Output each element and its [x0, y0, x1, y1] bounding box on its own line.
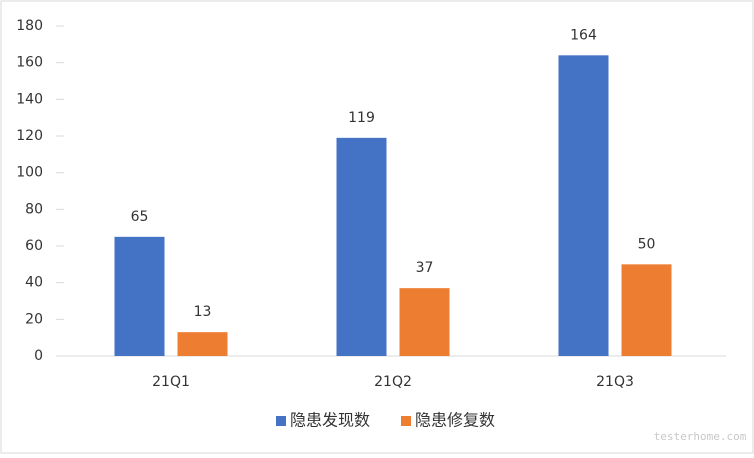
y-tick-label: 60 [25, 238, 43, 254]
bar [558, 55, 609, 356]
y-tick-label: 40 [25, 275, 43, 291]
y-tick-label: 80 [25, 201, 43, 217]
watermark: testerhome.com [654, 430, 747, 443]
x-tick-label: 21Q2 [374, 374, 412, 390]
bar [177, 332, 228, 356]
data-label: 37 [416, 260, 434, 276]
x-tick-label: 21Q3 [596, 374, 634, 390]
y-tick-label: 20 [25, 311, 43, 327]
bar [399, 288, 450, 356]
x-tick-label: 21Q1 [152, 374, 190, 390]
bar [336, 137, 387, 356]
legend-swatch [401, 416, 411, 426]
y-tick-label: 0 [34, 348, 43, 364]
bar [621, 264, 672, 356]
data-label: 13 [194, 304, 212, 320]
bar [114, 236, 165, 356]
legend-swatch [276, 416, 286, 426]
y-tick-label: 140 [16, 91, 43, 107]
y-tick-label: 160 [16, 55, 43, 71]
data-label: 119 [348, 110, 375, 126]
y-tick-label: 180 [16, 18, 43, 34]
data-label: 65 [131, 209, 149, 225]
data-label: 164 [570, 27, 597, 43]
data-label: 50 [638, 236, 656, 252]
y-tick-label: 100 [16, 165, 43, 181]
y-tick-label: 120 [16, 128, 43, 144]
legend-label: 隐患修复数 [415, 411, 495, 430]
legend-label: 隐患发现数 [290, 411, 370, 430]
